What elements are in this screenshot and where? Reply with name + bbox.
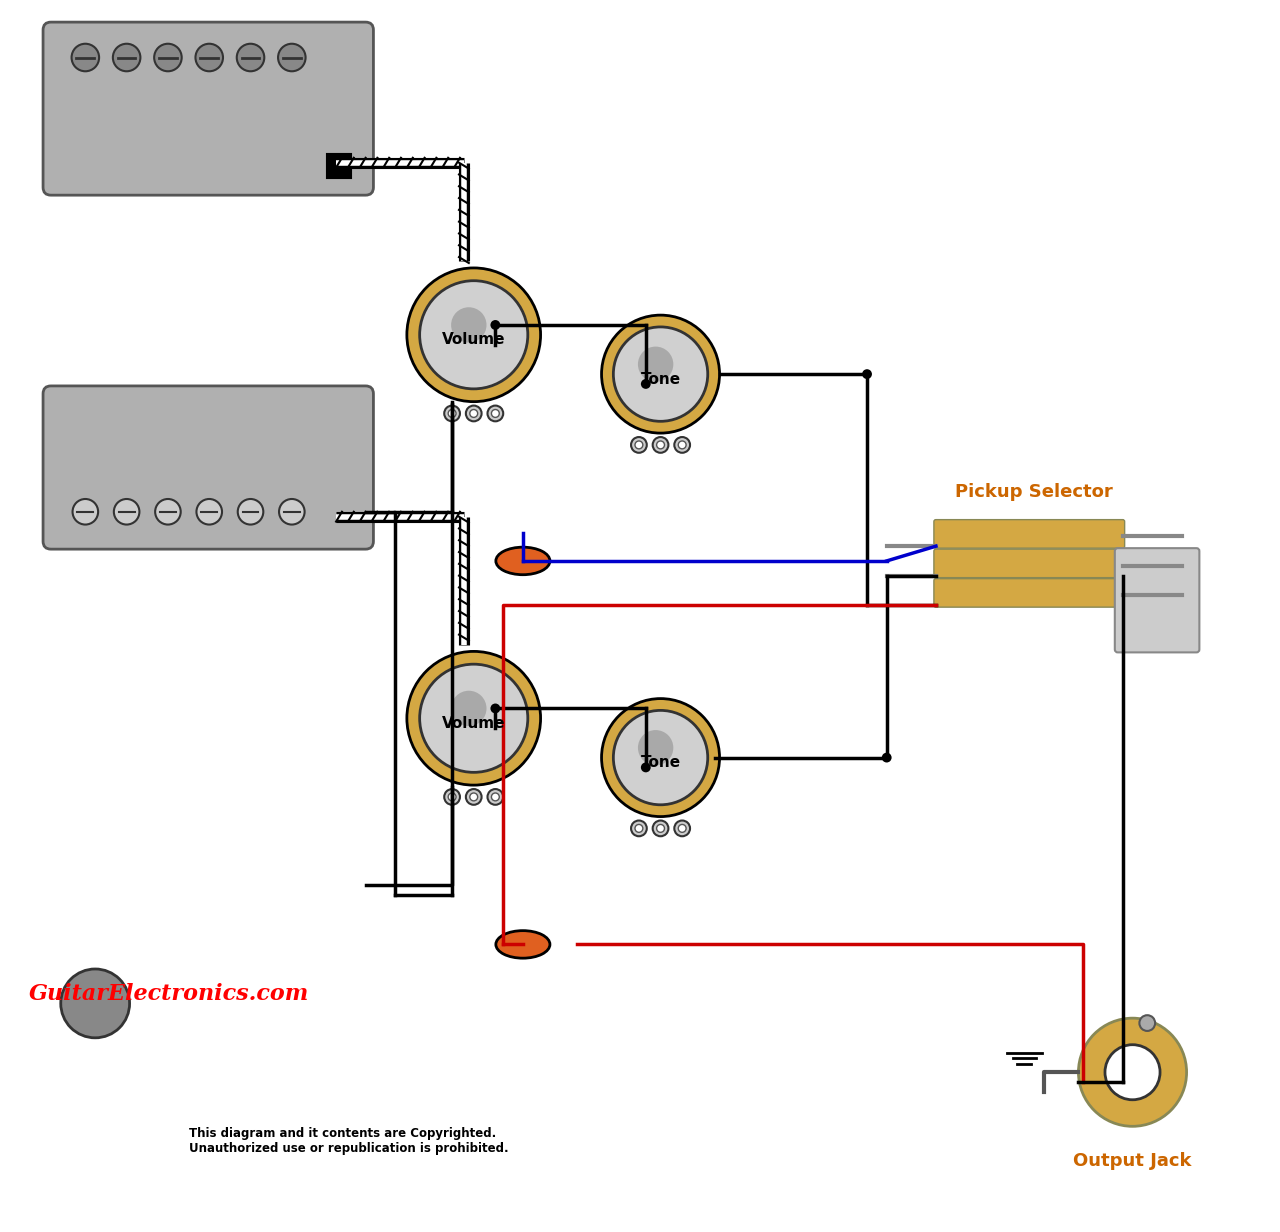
Circle shape — [155, 499, 180, 525]
Circle shape — [196, 499, 221, 525]
Circle shape — [637, 346, 673, 382]
Circle shape — [113, 44, 141, 71]
Circle shape — [635, 824, 643, 833]
FancyBboxPatch shape — [44, 386, 374, 549]
FancyBboxPatch shape — [332, 158, 346, 172]
Circle shape — [470, 793, 477, 801]
Circle shape — [657, 824, 664, 833]
Text: GuitarElectronics.com: GuitarElectronics.com — [28, 983, 308, 1004]
Circle shape — [678, 441, 686, 448]
Circle shape — [492, 793, 499, 801]
Circle shape — [154, 44, 182, 71]
Ellipse shape — [495, 930, 550, 958]
Circle shape — [882, 753, 892, 763]
Circle shape — [641, 763, 650, 772]
Circle shape — [238, 499, 264, 525]
Circle shape — [444, 405, 460, 421]
Circle shape — [602, 699, 719, 817]
FancyBboxPatch shape — [44, 22, 374, 195]
Circle shape — [420, 664, 527, 772]
Text: Tone: Tone — [640, 755, 681, 770]
Circle shape — [73, 499, 99, 525]
Circle shape — [451, 307, 486, 342]
Circle shape — [1105, 1045, 1160, 1100]
Circle shape — [278, 44, 306, 71]
Circle shape — [448, 793, 456, 801]
Circle shape — [492, 409, 499, 418]
Circle shape — [470, 409, 477, 418]
Circle shape — [653, 437, 668, 453]
Circle shape — [407, 652, 540, 785]
Text: Output Jack: Output Jack — [1073, 1152, 1192, 1169]
Circle shape — [1139, 1015, 1155, 1031]
Circle shape — [72, 44, 99, 71]
Circle shape — [613, 326, 708, 421]
Circle shape — [466, 788, 481, 804]
Circle shape — [613, 711, 708, 804]
Text: Pickup Selector: Pickup Selector — [955, 483, 1114, 501]
Circle shape — [657, 441, 664, 448]
Circle shape — [675, 821, 690, 837]
FancyBboxPatch shape — [934, 549, 1125, 578]
Circle shape — [675, 437, 690, 453]
Circle shape — [490, 703, 500, 713]
Text: This diagram and it contents are Copyrighted.
Unauthorized use or republication : This diagram and it contents are Copyrig… — [188, 1127, 508, 1156]
Text: Tone: Tone — [640, 372, 681, 387]
Circle shape — [279, 499, 305, 525]
Text: Volume: Volume — [442, 716, 506, 731]
Circle shape — [488, 405, 503, 421]
Circle shape — [863, 370, 872, 379]
FancyBboxPatch shape — [934, 579, 1125, 607]
Circle shape — [420, 281, 527, 389]
Text: Volume: Volume — [442, 333, 506, 347]
FancyBboxPatch shape — [1115, 548, 1199, 653]
Circle shape — [631, 437, 646, 453]
Circle shape — [466, 405, 481, 421]
Circle shape — [114, 499, 140, 525]
Circle shape — [237, 44, 264, 71]
Circle shape — [488, 788, 503, 804]
Circle shape — [602, 315, 719, 434]
Circle shape — [196, 44, 223, 71]
Circle shape — [653, 821, 668, 837]
Circle shape — [490, 320, 500, 330]
Circle shape — [641, 379, 650, 389]
Circle shape — [448, 409, 456, 418]
Circle shape — [635, 441, 643, 448]
Circle shape — [1079, 1018, 1187, 1126]
Circle shape — [678, 824, 686, 833]
Circle shape — [451, 691, 486, 726]
Circle shape — [407, 267, 540, 402]
Circle shape — [637, 731, 673, 765]
Ellipse shape — [495, 547, 550, 574]
Circle shape — [631, 821, 646, 837]
Circle shape — [60, 970, 129, 1037]
FancyBboxPatch shape — [934, 520, 1125, 548]
Circle shape — [444, 788, 460, 804]
